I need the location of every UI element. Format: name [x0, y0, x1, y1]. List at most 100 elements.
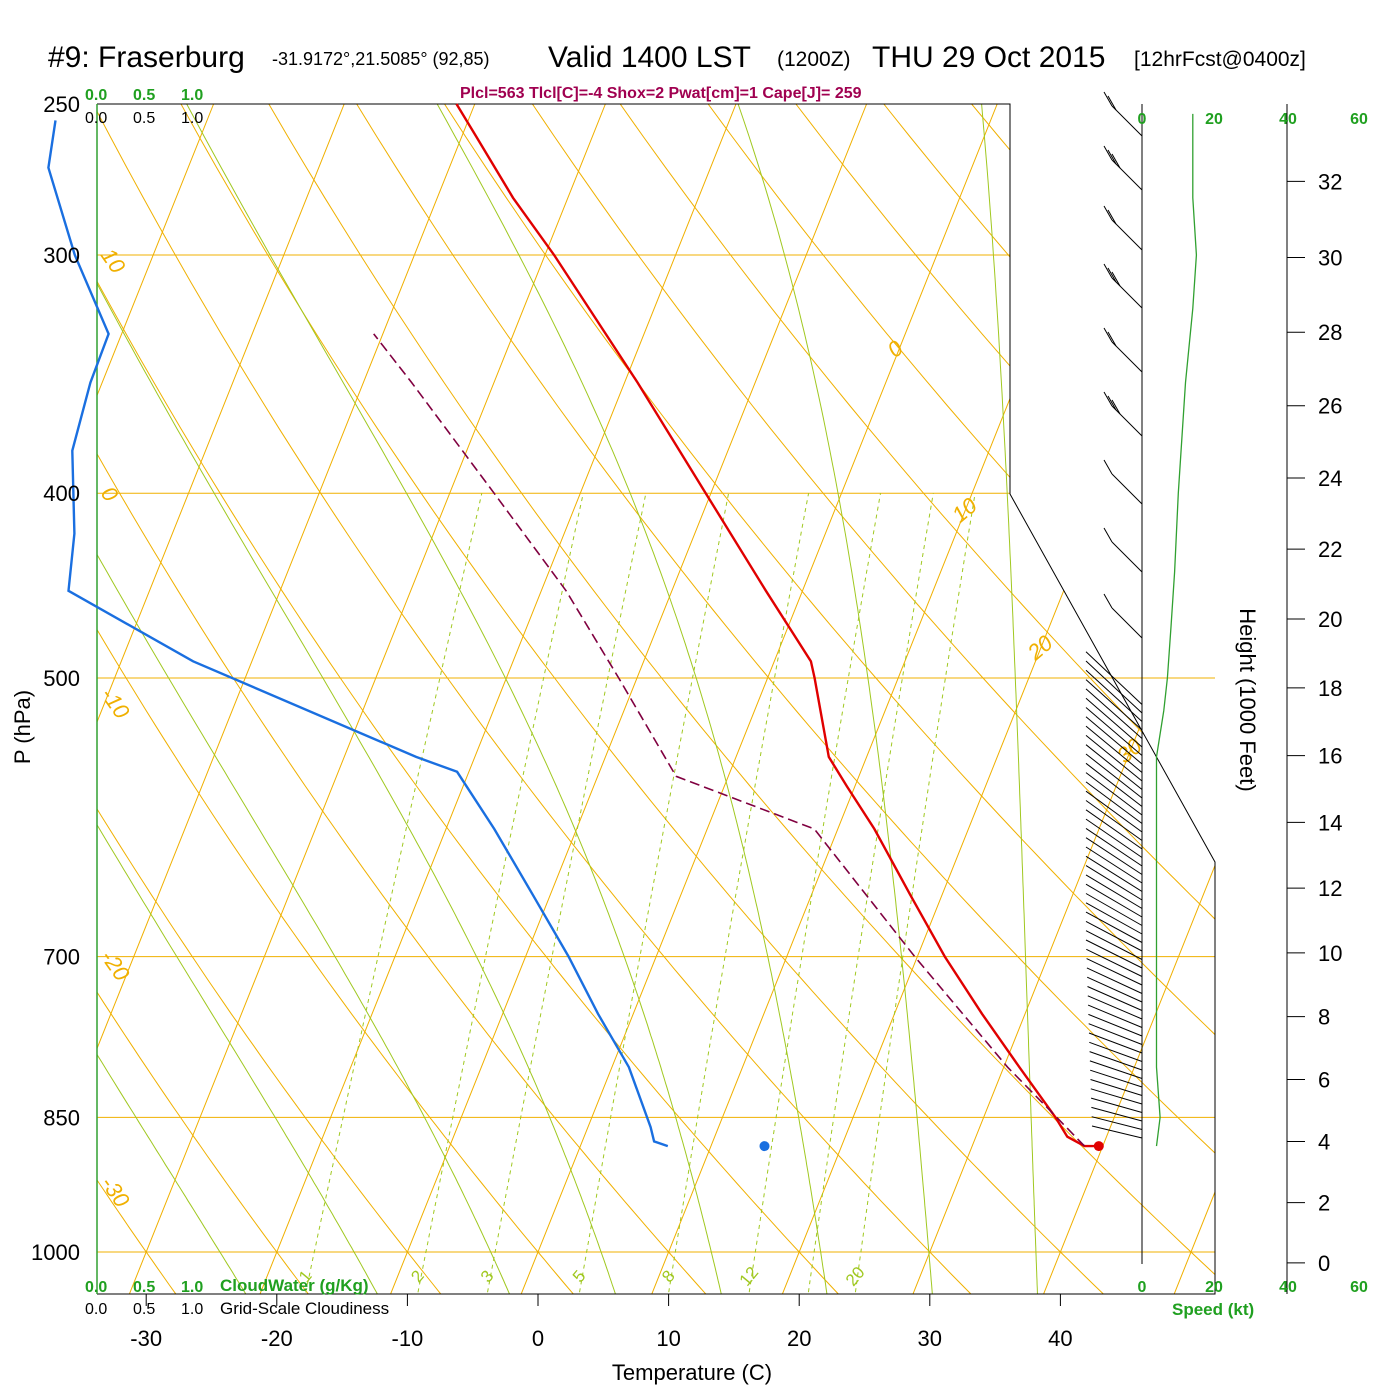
- height-tick-label: 10: [1318, 941, 1342, 966]
- cloudiness-bottom-tick-0: 0.0: [85, 1301, 107, 1318]
- wind-barb-feather: [1103, 593, 1113, 609]
- x-tick-label: -10: [392, 1326, 424, 1351]
- wind-barb: [1085, 939, 1143, 969]
- height-tick-label: 4: [1318, 1130, 1330, 1155]
- x-tick-label: 20: [787, 1326, 811, 1351]
- x-tick-label: -30: [130, 1326, 162, 1351]
- isotherm-10: [645, 104, 1129, 1294]
- wind-barb: [1085, 735, 1143, 782]
- cloudiness-bottom-tick-2: 1.0: [181, 1301, 203, 1318]
- isobar-lines: [97, 103, 1215, 1253]
- wind-barb: [1085, 725, 1143, 773]
- mixing-ratio-line-12: [746, 493, 881, 1294]
- height-tick-label: 18: [1318, 676, 1342, 701]
- wind-barb: [1091, 1106, 1143, 1122]
- isotherm--20: [253, 104, 737, 1294]
- dry-adiabat-20: [97, 104, 852, 1294]
- wind-barb: [1090, 1079, 1143, 1096]
- wind-barb: [1088, 1023, 1143, 1045]
- isotherm-0: [515, 104, 998, 1294]
- wind-barb: [1085, 744, 1143, 790]
- y-axis-title: P (hPa): [10, 690, 35, 764]
- height-tick-label: 28: [1318, 320, 1342, 345]
- speed-tick-top: 0: [1138, 111, 1147, 128]
- height-axis-title: Height (1000 Feet): [1235, 608, 1260, 791]
- wind-barb: [1085, 818, 1143, 858]
- isotherm-label-2: -10: [96, 683, 135, 724]
- temperature-line: [455, 103, 1097, 1148]
- speed-tick-bottom: 20: [1205, 1279, 1223, 1296]
- wind-barb: [1085, 827, 1143, 867]
- cloudiness-tick-0: 0.0: [85, 110, 107, 127]
- plot-frame-top: [97, 103, 1216, 1295]
- dewpoint-line: [47, 120, 669, 1148]
- mixing-ratio-line-5: [576, 493, 730, 1294]
- speed-tick-bottom: 60: [1350, 1279, 1368, 1296]
- dry-adiabat-150: [1146, 104, 1215, 1294]
- cloudiness-bottom-tick-1: 0.5: [133, 1301, 155, 1318]
- height-tick-label: 6: [1318, 1068, 1330, 1093]
- y-tick-label: 700: [43, 945, 80, 970]
- isotherm-label-3: -20: [96, 945, 135, 986]
- dry-adiabat-100: [707, 104, 1215, 1294]
- dry-adiabat-50: [268, 104, 1215, 1294]
- dry-adiabat-130: [971, 104, 1215, 1294]
- mixing-ratio-line-16: [805, 493, 934, 1294]
- station-coords: -31.9172°,21.5085° (92,85): [272, 49, 490, 69]
- height-tick-label: 8: [1318, 1005, 1330, 1030]
- wind-barb: [1111, 541, 1143, 573]
- dry-adiabat-0: [97, 104, 586, 1294]
- x-tick-label: 10: [656, 1326, 680, 1351]
- wind-barb: [1085, 893, 1143, 926]
- valid-time: Valid 1400 LST: [548, 41, 751, 74]
- wind-barb-feather: [1103, 527, 1113, 543]
- surface-dewpoint-marker: [759, 1141, 770, 1152]
- wind-barb: [1090, 1088, 1143, 1105]
- wind-barb: [1085, 865, 1143, 901]
- moist-adiabat-32: [737, 104, 934, 1294]
- wind-barb: [1090, 1069, 1143, 1088]
- wind-speed-profile: [1155, 113, 1198, 1147]
- y-tick-label: 1000: [31, 1240, 80, 1265]
- wind-barb: [1085, 679, 1143, 731]
- isotherm-lines: [97, 104, 1400, 1308]
- cloudwater-tick-1: 0.5: [133, 87, 155, 104]
- wind-barb: [1091, 1125, 1143, 1139]
- zulu-time: (1200Z): [777, 48, 851, 71]
- height-tick-label: 22: [1318, 537, 1342, 562]
- isotherm-label-0: 10: [96, 244, 131, 279]
- x-tick-label: 30: [918, 1326, 942, 1351]
- wind-barb: [1090, 1097, 1143, 1113]
- isotherm-20: [776, 104, 1215, 1294]
- wind-barb-feather: [1111, 271, 1121, 287]
- speed-axis-title: Speed (kt): [1172, 1300, 1254, 1319]
- moist-adiabat--20: [97, 104, 255, 1294]
- surface-markers: [759, 1141, 1104, 1152]
- moist-adiabat-16: [186, 104, 725, 1294]
- isotherm--10: [384, 104, 868, 1294]
- wind-barb: [1111, 473, 1143, 505]
- mixing-ratio-label-12: 12: [736, 1263, 763, 1290]
- y-axis-ticks: 250 300 400 500 700 850 1000: [31, 92, 80, 1265]
- moist-adiabat-24: [436, 104, 830, 1294]
- wind-barb-feather: [1103, 391, 1113, 407]
- isotherm-60: [1299, 104, 1400, 1308]
- cloudwater-bottom-tick-0: 0.0: [85, 1279, 107, 1296]
- mixing-ratio-line-20: [852, 493, 976, 1294]
- height-tick-label: 12: [1318, 876, 1342, 901]
- isotherm-label-1: 0: [96, 482, 124, 507]
- wind-barb-feather: [1103, 205, 1113, 221]
- mixing-ratio-line-3: [484, 493, 647, 1294]
- mixing-ratio-label-5: 5: [569, 1267, 590, 1286]
- wind-barbs: [1085, 91, 1143, 1139]
- isotherm--40: [97, 104, 476, 1294]
- wind-barb-feather: [1107, 331, 1117, 347]
- wind-barb: [1111, 219, 1143, 251]
- height-tick-label: 14: [1318, 810, 1342, 835]
- wind-barb: [1085, 772, 1143, 816]
- cloudwater-tick-0: 0.0: [85, 87, 107, 104]
- dry-adiabat-80: [531, 104, 1215, 1294]
- y-tick-label: 400: [43, 481, 80, 506]
- isotherm-50: [1168, 104, 1215, 1294]
